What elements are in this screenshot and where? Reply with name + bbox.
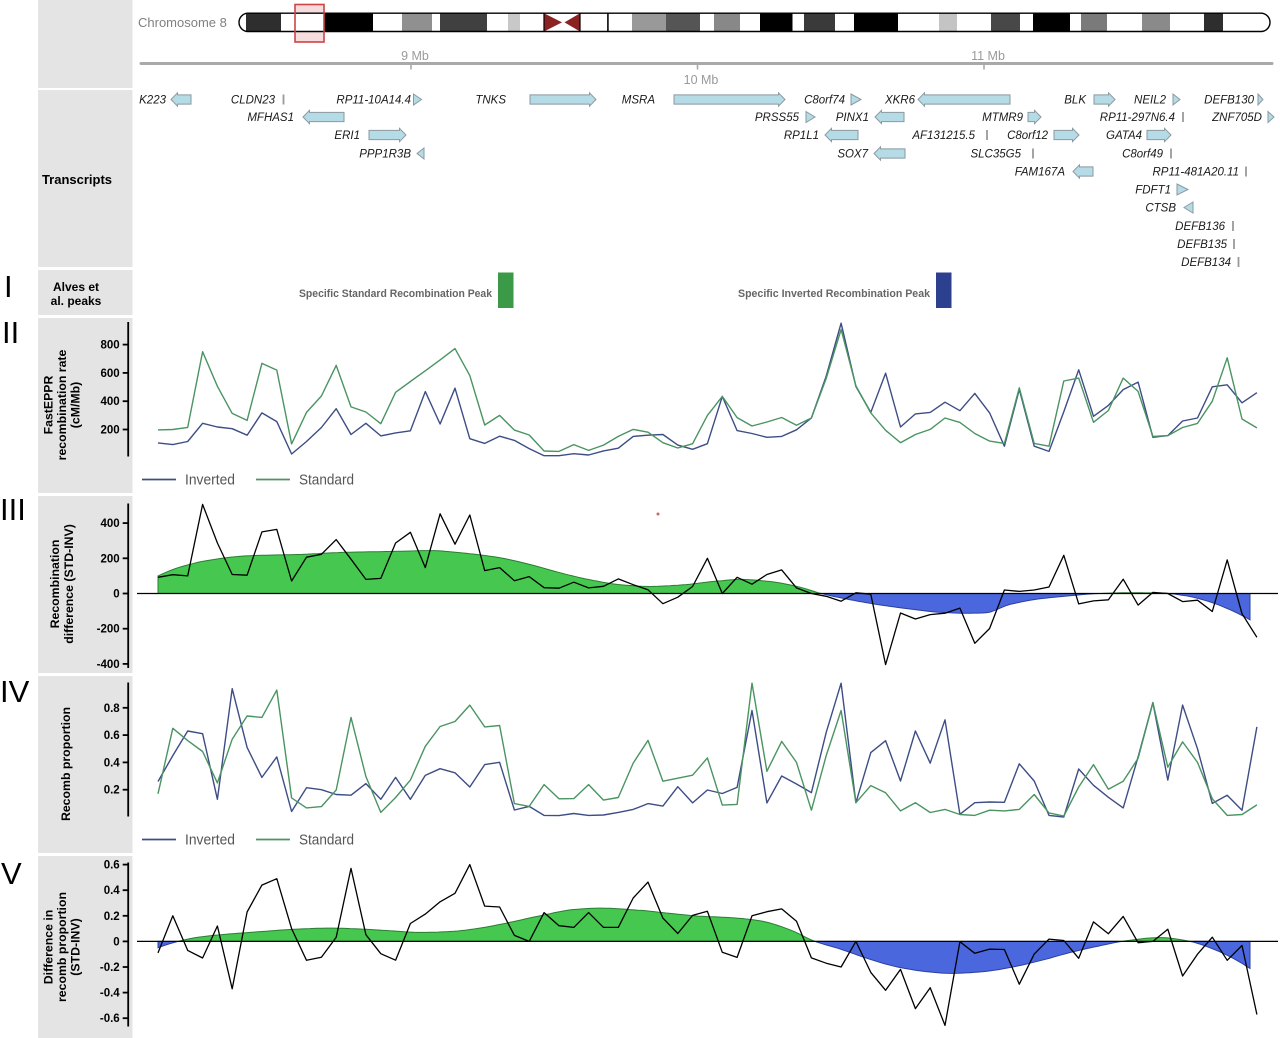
svg-text:0.8: 0.8 bbox=[104, 703, 121, 715]
svg-text:400: 400 bbox=[101, 396, 120, 408]
svg-text:FastEPPR: FastEPPR bbox=[42, 376, 56, 435]
svg-text:al. peaks: al. peaks bbox=[51, 294, 102, 308]
svg-text:Alves et: Alves et bbox=[53, 280, 99, 294]
svg-text:III: III bbox=[0, 492, 26, 527]
svg-text:0: 0 bbox=[113, 589, 119, 601]
svg-text:Difference in: Difference in bbox=[42, 910, 56, 984]
svg-text:MFHAS1: MFHAS1 bbox=[247, 112, 294, 124]
svg-text:Inverted: Inverted bbox=[185, 472, 235, 489]
svg-text:PPP1R3B: PPP1R3B bbox=[359, 149, 411, 161]
svg-text:Inverted: Inverted bbox=[185, 832, 235, 849]
svg-text:0.6: 0.6 bbox=[104, 860, 120, 872]
svg-text:K223: K223 bbox=[139, 95, 166, 107]
svg-text:DEFB135: DEFB135 bbox=[1177, 239, 1227, 251]
svg-text:200: 200 bbox=[101, 425, 120, 437]
svg-text:600: 600 bbox=[101, 368, 120, 380]
svg-text:400: 400 bbox=[101, 518, 120, 530]
svg-text:-0.4: -0.4 bbox=[100, 988, 120, 1000]
svg-text:RP11-297N6.4: RP11-297N6.4 bbox=[1100, 112, 1175, 124]
svg-text:0: 0 bbox=[113, 936, 119, 948]
svg-text:RP11-10A14.4: RP11-10A14.4 bbox=[336, 95, 411, 107]
svg-text:RP1L1: RP1L1 bbox=[784, 130, 819, 142]
svg-text:DEFB134: DEFB134 bbox=[1181, 257, 1231, 269]
svg-text:CLDN23: CLDN23 bbox=[231, 95, 276, 107]
svg-text:difference (STD-INV): difference (STD-INV) bbox=[62, 524, 76, 644]
svg-text:-200: -200 bbox=[97, 624, 120, 636]
svg-text:Transcripts: Transcripts bbox=[42, 172, 112, 187]
svg-text:II: II bbox=[2, 315, 19, 350]
svg-text:0.6: 0.6 bbox=[104, 730, 120, 742]
svg-text:recombination rate: recombination rate bbox=[55, 349, 69, 460]
svg-text:FAM167A: FAM167A bbox=[1015, 167, 1066, 179]
svg-text:GATA4: GATA4 bbox=[1106, 130, 1142, 142]
svg-text:(STD-INV): (STD-INV) bbox=[69, 918, 83, 975]
svg-text:AF131215.5: AF131215.5 bbox=[911, 130, 975, 142]
svg-text:FDFT1: FDFT1 bbox=[1135, 185, 1171, 197]
svg-text:SOX7: SOX7 bbox=[837, 149, 868, 161]
svg-text:Specific Standard Recombinatio: Specific Standard Recombination Peak bbox=[299, 288, 493, 300]
svg-text:0.2: 0.2 bbox=[104, 785, 120, 797]
svg-text:DEFB130: DEFB130 bbox=[1204, 95, 1254, 107]
svg-text:11 Mb: 11 Mb bbox=[971, 49, 1005, 63]
svg-text:MTMR9: MTMR9 bbox=[982, 112, 1023, 124]
svg-text:10 Mb: 10 Mb bbox=[684, 73, 719, 87]
svg-text:C8orf49: C8orf49 bbox=[1122, 149, 1164, 161]
svg-text:-0.2: -0.2 bbox=[100, 962, 120, 974]
svg-text:C8orf74: C8orf74 bbox=[804, 95, 845, 107]
svg-text:Standard: Standard bbox=[299, 472, 354, 489]
svg-text:9 Mb: 9 Mb bbox=[401, 49, 429, 63]
svg-text:ZNF705D: ZNF705D bbox=[1211, 112, 1262, 124]
svg-text:Recombination: Recombination bbox=[48, 540, 62, 629]
svg-text:RP11-481A20.11: RP11-481A20.11 bbox=[1152, 167, 1239, 179]
svg-text:V: V bbox=[1, 856, 22, 891]
svg-text:800: 800 bbox=[101, 340, 120, 352]
svg-text:PINX1: PINX1 bbox=[836, 112, 869, 124]
svg-text:200: 200 bbox=[101, 553, 120, 565]
svg-text:0.4: 0.4 bbox=[104, 757, 121, 769]
svg-text:0.2: 0.2 bbox=[104, 911, 120, 923]
svg-text:ERI1: ERI1 bbox=[334, 130, 360, 142]
svg-text:SLC35G5: SLC35G5 bbox=[970, 149, 1021, 161]
svg-text:MSRA: MSRA bbox=[622, 95, 656, 107]
svg-text:CTSB: CTSB bbox=[1145, 203, 1176, 215]
svg-text:DEFB136: DEFB136 bbox=[1175, 221, 1225, 233]
svg-text:0.4: 0.4 bbox=[104, 885, 121, 897]
svg-text:recomb proportion: recomb proportion bbox=[55, 892, 69, 1002]
svg-text:Specific Inverted Recombinatio: Specific Inverted Recombination Peak bbox=[738, 288, 931, 300]
svg-text:NEIL2: NEIL2 bbox=[1134, 95, 1167, 107]
svg-text:(cM/Mb): (cM/Mb) bbox=[69, 382, 83, 428]
svg-text:IV: IV bbox=[0, 674, 30, 709]
svg-text:-400: -400 bbox=[97, 659, 120, 671]
svg-text:Recomb proportion: Recomb proportion bbox=[59, 707, 73, 821]
svg-text:-0.6: -0.6 bbox=[100, 1013, 120, 1025]
svg-text:TNKS: TNKS bbox=[475, 95, 506, 107]
svg-text:Standard: Standard bbox=[299, 832, 354, 849]
svg-text:XKR6: XKR6 bbox=[884, 95, 916, 107]
svg-text:PRSS55: PRSS55 bbox=[755, 112, 800, 124]
svg-text:C8orf12: C8orf12 bbox=[1007, 130, 1049, 142]
svg-text:Chromosome 8: Chromosome 8 bbox=[138, 15, 227, 30]
svg-text:BLK: BLK bbox=[1064, 95, 1087, 107]
svg-text:I: I bbox=[4, 269, 13, 304]
